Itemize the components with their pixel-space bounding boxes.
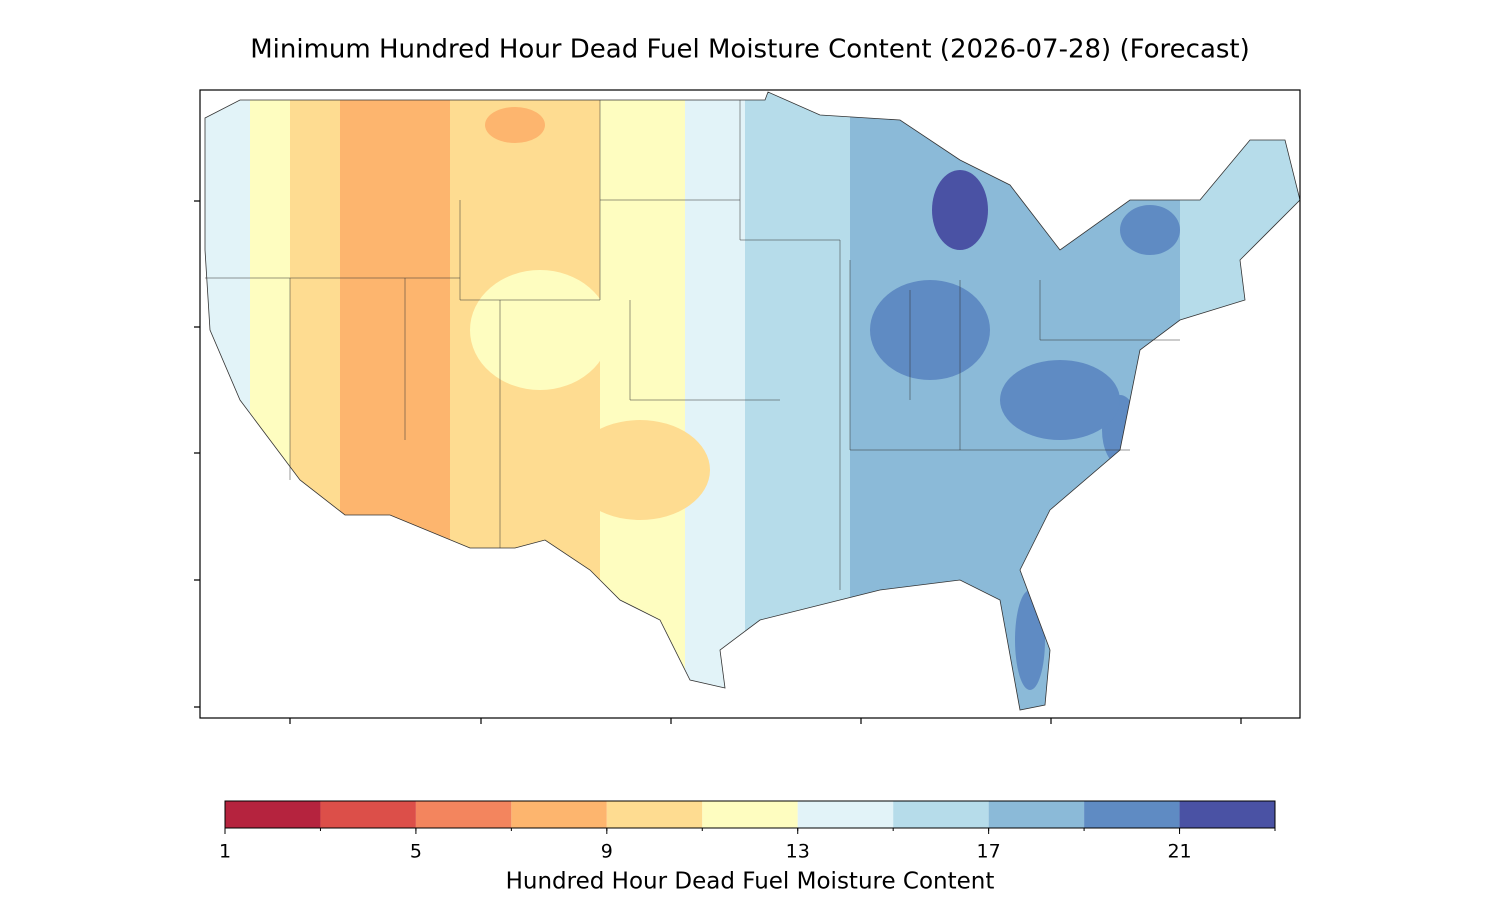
colorbar-label: Hundred Hour Dead Fuel Moisture Content (506, 869, 995, 895)
colorbar-segment (1179, 801, 1275, 828)
colorbar-tick-label: 13 (786, 841, 810, 863)
colorbar-frame (224, 800, 1276, 829)
colorbar-segment (511, 801, 607, 828)
colorbar-segment (702, 801, 798, 828)
moisture-patch (485, 107, 545, 143)
moisture-band (1180, 92, 1300, 710)
moisture-band (685, 92, 745, 710)
moisture-band (600, 92, 685, 710)
colorbar-tick-label: 21 (1167, 841, 1191, 863)
colorbar-segment (225, 801, 321, 828)
colorbar-segment (320, 801, 416, 828)
frame-ticks (194, 200, 1242, 724)
moisture-patch (932, 170, 988, 250)
moisture-band (290, 92, 340, 710)
moisture-patch (1120, 205, 1180, 255)
us-outline (204, 91, 1301, 711)
moisture-band (205, 92, 250, 710)
moisture-patch (1015, 590, 1045, 690)
colorbar-tick-label: 1 (219, 841, 231, 863)
moisture-patch (470, 270, 610, 390)
moisture-band (340, 92, 450, 710)
colorbar-segment (797, 801, 894, 828)
moisture-band (450, 92, 600, 710)
moisture-band (250, 92, 290, 710)
map-fill (205, 92, 1300, 710)
colorbar-tick-label: 5 (410, 841, 422, 863)
colorbar: 1 5 9 13 17 21 (219, 800, 1276, 863)
moisture-band (745, 92, 850, 710)
colorbar-segment (606, 801, 703, 828)
moisture-patch (870, 280, 990, 380)
colorbar-segment (893, 801, 989, 828)
colorbar-tick-label: 17 (977, 841, 1001, 863)
moisture-patch (570, 420, 710, 520)
colorbar-tick-label: 9 (601, 841, 613, 863)
colorbar-segment (415, 801, 512, 828)
state-lines (205, 100, 1180, 590)
colorbar-segment (1084, 801, 1180, 828)
moisture-patch (1000, 360, 1120, 440)
colorbar-segment (988, 801, 1085, 828)
map-frame (199, 89, 1301, 719)
map-title: Minimum Hundred Hour Dead Fuel Moisture … (250, 35, 1250, 65)
